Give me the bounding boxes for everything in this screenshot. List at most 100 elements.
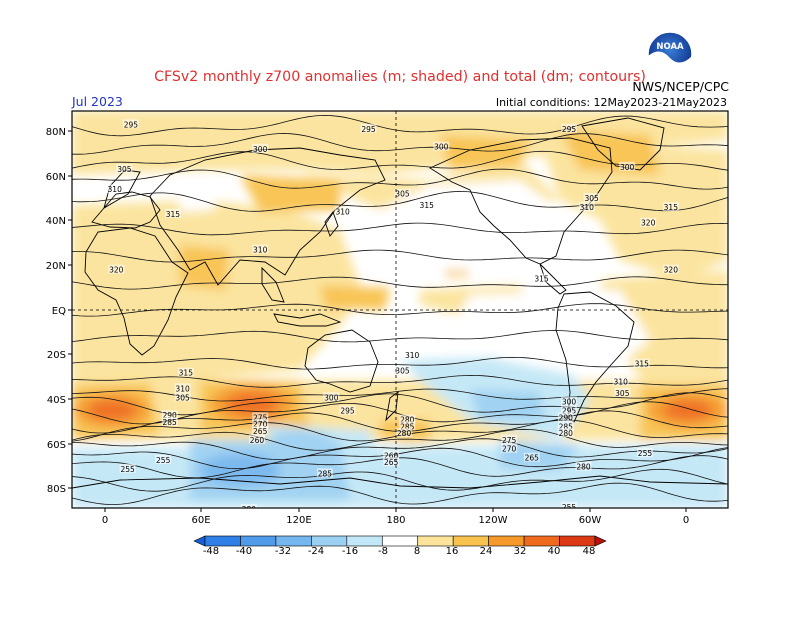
lon-label: 60W (579, 515, 602, 526)
contour-label: 310 (614, 378, 629, 387)
colorbar-swatch (452, 535, 489, 547)
contour-label-bg (252, 143, 269, 153)
contour-label-bg (557, 428, 574, 438)
contour-line (72, 468, 728, 492)
contour-label-bg (240, 504, 257, 508)
contour-label: 310 (175, 384, 190, 393)
contour-label: 315 (664, 203, 679, 212)
contour-label-bg (252, 412, 269, 422)
contour-label-bg (119, 463, 136, 473)
contour-label-bg (399, 421, 416, 431)
contour-label: 290 (559, 413, 574, 422)
contour-label-bg (396, 428, 413, 438)
contour-label: 280 (397, 429, 412, 438)
colorbar-swatch (488, 535, 525, 547)
contour-line (72, 428, 728, 451)
continent-indonesia (273, 313, 342, 327)
contour-label: 295 (562, 125, 577, 134)
continent-outlines (72, 117, 728, 489)
contour-label: 290 (163, 411, 178, 420)
contour-label: 275 (253, 413, 268, 422)
contour-label-bg (360, 123, 377, 133)
lon-label: 60E (191, 515, 210, 526)
contour-label: 295 (562, 407, 577, 416)
contour-label-bg (339, 405, 356, 415)
contour-label: 320 (664, 266, 679, 275)
colorbar-swatch (204, 535, 241, 547)
contour-line (72, 276, 728, 290)
contour-label: 300 (253, 145, 268, 154)
contour-label-bg (161, 410, 178, 420)
contour-label-bg (614, 387, 631, 397)
contour-line (72, 388, 728, 402)
contour-label: 280 (559, 429, 574, 438)
contour-label-bg (122, 119, 139, 129)
contour-label-bg (578, 202, 595, 212)
contour-label: 280 (576, 463, 591, 472)
continent-africa (84, 227, 189, 356)
lon-label: 180 (386, 515, 405, 526)
contour-label: 305 (395, 366, 410, 375)
continent-asia (149, 147, 386, 286)
contour-label-bg (619, 161, 636, 171)
contour-label-bg (501, 443, 518, 453)
contour-label-bg (583, 193, 600, 203)
contour-label: 255 (562, 503, 577, 512)
continent-australia (304, 329, 379, 393)
noaa-logo: NOAA (647, 31, 693, 77)
continent-europe (91, 191, 161, 229)
colorbar-tick-label: 24 (480, 546, 493, 557)
colorbar-min-arrow (193, 535, 206, 547)
contour-label: 265 (384, 458, 399, 467)
contour-label-bg (108, 264, 125, 274)
contour-label: 295 (340, 407, 355, 416)
contour-label-bg (612, 376, 629, 386)
lat-label: 40N (46, 216, 66, 227)
colorbar-tick-label: 48 (583, 546, 596, 557)
colorbar-tick-label: -32 (275, 546, 291, 557)
contour-line (72, 356, 728, 370)
colorbar-tick-label: 16 (446, 546, 459, 557)
contour-label-bg (662, 202, 679, 212)
contour-label: 280 (400, 416, 415, 425)
contour-label-bg (174, 383, 191, 393)
contour-label-bg (557, 412, 574, 422)
contour-label: 305 (175, 393, 190, 402)
lat-label: 80S (47, 484, 66, 495)
contour-label-bg (636, 448, 653, 458)
contour-label: 295 (361, 125, 376, 134)
contour-line (72, 168, 728, 190)
contour-line (72, 438, 728, 461)
contour-label-bg (383, 457, 400, 467)
colorbar-tick-label: -24 (308, 546, 324, 557)
contour-label: 300 (620, 163, 635, 172)
contour-label: 315 (635, 360, 650, 369)
contour-label: 305 (395, 190, 410, 199)
longitude-axis: 0 60E 120E 180 120W 60W 0 (102, 515, 689, 526)
contour-label-bg (399, 414, 416, 424)
contour-label: 285 (559, 422, 574, 431)
colorbar-swatch (523, 535, 560, 547)
colorbar-tick-label: -48 (203, 546, 219, 557)
lat-label: 40S (47, 395, 66, 406)
contour-label: 285 (318, 469, 333, 478)
continent-antarctica (72, 475, 728, 489)
contour-label: 300 (324, 393, 339, 402)
contour-line (72, 190, 728, 212)
contour-label-bg (404, 349, 421, 359)
contour-label: 285 (400, 422, 415, 431)
contour-label-bg (533, 273, 550, 283)
contour-label: 305 (615, 389, 630, 398)
contour-label-bg (383, 450, 400, 460)
latitude-axis: 80N 60N 40N 20N EQ 20S 40S 60S 80S (46, 127, 66, 495)
contour-line (72, 330, 728, 343)
colorbar-tick-label: 8 (414, 546, 420, 557)
contour-label: 270 (253, 420, 268, 429)
lat-label: 80N (46, 127, 66, 138)
continent-greenland (581, 117, 665, 171)
colorbar-swatch (275, 535, 312, 547)
contour-label-bg (116, 164, 133, 174)
contour-line (72, 114, 728, 137)
